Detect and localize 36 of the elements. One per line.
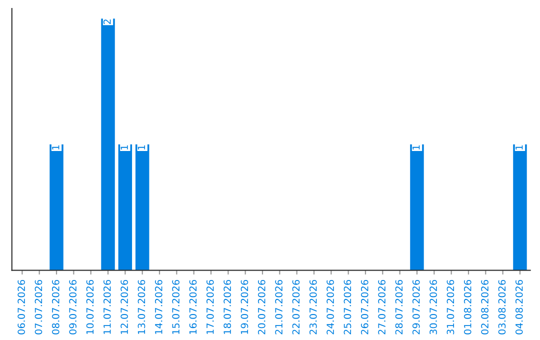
- x-tick-label: 01.08.2026: [464, 280, 472, 334]
- x-tick-label: 02.08.2026: [481, 280, 488, 334]
- x-tick-label: 18.07.2026: [224, 280, 231, 334]
- x-tick-label: 19.07.2026: [240, 280, 248, 334]
- x-tick-label: 15.07.2026: [172, 280, 180, 334]
- x-tick-label: 26.07.2026: [360, 280, 368, 334]
- data-label: 1: [52, 145, 60, 150]
- x-tick-label: 12.07.2026: [120, 280, 128, 334]
- x-tick-label: 21.07.2026: [275, 280, 282, 334]
- x-tick-label: 08.07.2026: [52, 280, 60, 334]
- x-tick-label: 25.07.2026: [344, 280, 352, 334]
- x-tick-label: 07.07.2026: [34, 280, 42, 334]
- x-tick-label: 22.07.2026: [292, 280, 300, 334]
- x-tick-label: 13.07.2026: [138, 280, 146, 334]
- x-tick-label: 16.07.2026: [189, 280, 197, 334]
- x-tick-label: 17.07.2026: [206, 280, 214, 334]
- x-tick-label: 30.07.2026: [430, 280, 437, 334]
- x-tick-label: 03.08.2026: [498, 280, 506, 334]
- x-tick-label: 04.08.2026: [515, 280, 523, 334]
- x-tick-label: 14.07.2026: [154, 280, 162, 334]
- x-tick-label: 10.07.2026: [86, 280, 94, 334]
- x-tick-label: 31.07.2026: [446, 280, 454, 334]
- data-label: 1: [516, 145, 523, 150]
- data-label: 1: [120, 145, 128, 150]
- x-tick-label: 11.07.2026: [103, 280, 111, 334]
- x-tick-label: 28.07.2026: [395, 280, 403, 334]
- data-label: 2: [103, 20, 111, 24]
- x-tick-label: 29.07.2026: [412, 280, 420, 334]
- x-tick-label: 09.07.2026: [69, 280, 76, 334]
- data-label: 1: [138, 145, 146, 150]
- x-tick-label: 24.07.2026: [326, 280, 334, 334]
- x-tick-label: 20.07.2026: [258, 280, 266, 334]
- data-label: 1: [412, 145, 420, 150]
- x-tick-label: 23.07.2026: [309, 280, 317, 334]
- x-tick-label: 06.07.2026: [18, 280, 25, 334]
- x-tick-label: 27.07.2026: [378, 280, 386, 334]
